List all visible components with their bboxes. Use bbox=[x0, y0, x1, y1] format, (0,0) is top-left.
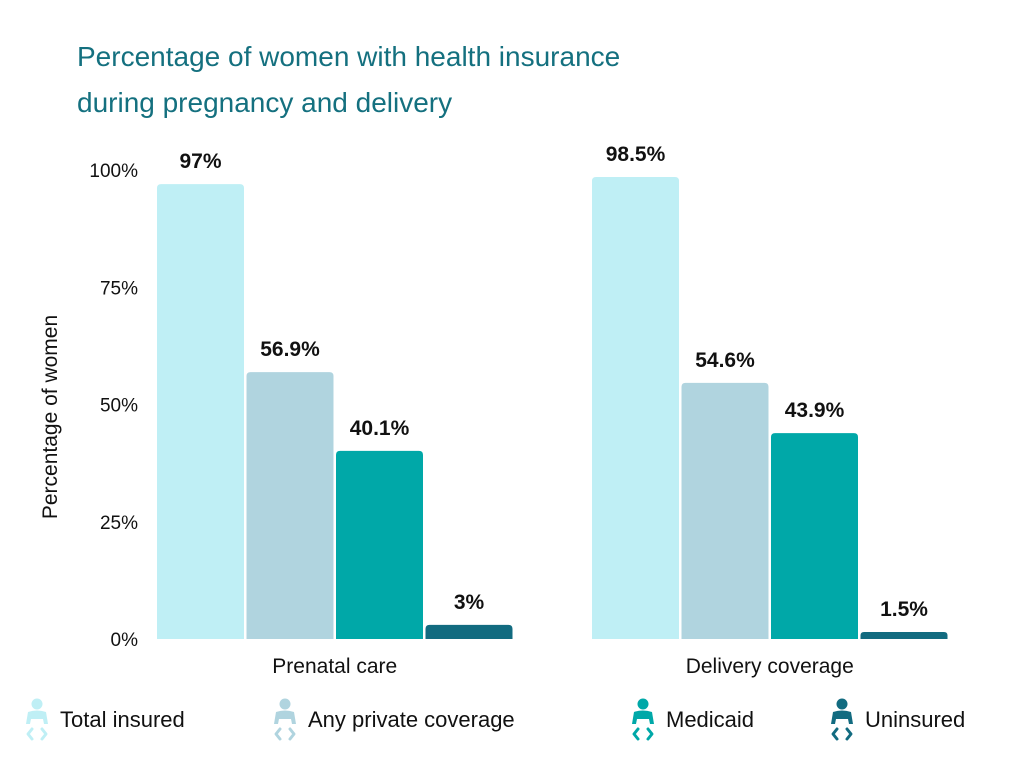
data-label: 3% bbox=[454, 591, 485, 614]
legend-label: Total insured bbox=[60, 707, 185, 732]
chart-title: Percentage of women with health insuranc… bbox=[77, 34, 837, 126]
y-tick-label: 100% bbox=[89, 161, 138, 182]
bar-chart: 0% 25% 50% 75% 100% Percentage of women 97% 56.… bbox=[39, 143, 948, 678]
baby-icon bbox=[26, 698, 48, 741]
data-label: 98.5% bbox=[606, 143, 666, 166]
baby-icon bbox=[274, 698, 296, 741]
legend-item: Medicaid bbox=[630, 698, 754, 742]
data-label: 43.9% bbox=[785, 399, 845, 422]
legend-item: Any private coverage bbox=[272, 698, 515, 742]
bar bbox=[771, 433, 858, 639]
legend-label: Uninsured bbox=[865, 707, 966, 732]
bar bbox=[425, 624, 513, 639]
y-tick-label: 25% bbox=[100, 513, 138, 534]
y-tick-label: 50% bbox=[100, 396, 138, 417]
baby-icon bbox=[831, 698, 853, 741]
data-label: 56.9% bbox=[260, 338, 320, 361]
data-label: 97% bbox=[179, 150, 221, 173]
bar bbox=[157, 184, 244, 639]
legend: Total insured Any private coverage Medic… bbox=[0, 690, 1024, 750]
x-tick-label: Delivery coverage bbox=[686, 655, 854, 678]
data-label: 1.5% bbox=[880, 598, 928, 621]
data-label: 40.1% bbox=[350, 417, 410, 440]
legend-item: Uninsured bbox=[829, 698, 965, 742]
bar bbox=[592, 177, 679, 639]
y-axis-label: Percentage of women bbox=[39, 315, 62, 519]
chart-title-line-2: during pregnancy and delivery bbox=[77, 87, 453, 118]
chart-title-line-1: Percentage of women with health insuranc… bbox=[77, 41, 621, 72]
bar bbox=[681, 382, 769, 639]
legend-item: Total insured bbox=[24, 698, 185, 742]
legend-label: Medicaid bbox=[666, 707, 755, 732]
bar bbox=[860, 631, 948, 639]
baby-icon bbox=[632, 698, 654, 741]
x-tick-label: Prenatal care bbox=[272, 655, 397, 678]
bar bbox=[246, 372, 334, 639]
legend-label: Any private coverage bbox=[308, 707, 515, 732]
y-tick-label: 75% bbox=[100, 278, 138, 299]
bar bbox=[336, 450, 423, 639]
data-label: 54.6% bbox=[695, 349, 755, 372]
y-tick-label: 0% bbox=[111, 630, 139, 651]
